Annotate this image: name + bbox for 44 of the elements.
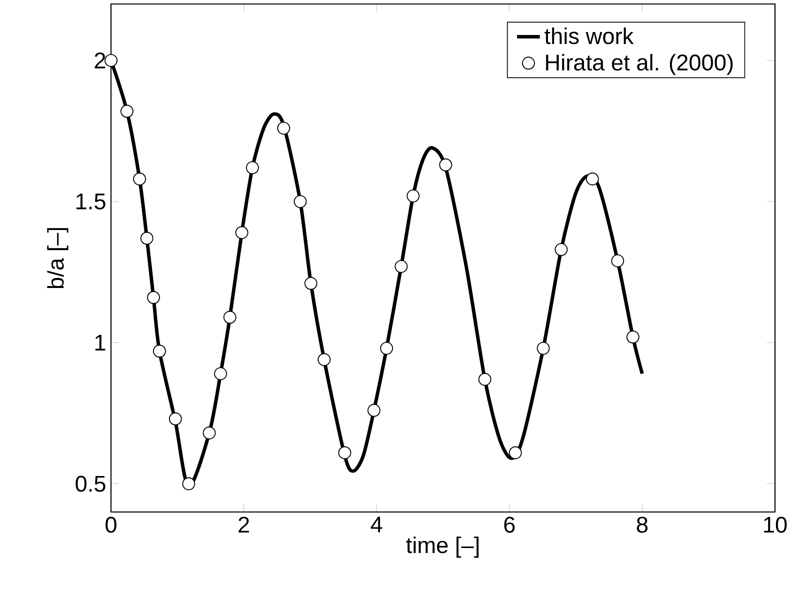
point bbox=[439, 158, 452, 172]
x-tick-label: 0 bbox=[106, 516, 116, 533]
x-tick-label: 4 bbox=[370, 516, 382, 532]
point bbox=[478, 372, 492, 386]
point bbox=[214, 367, 228, 380]
point bbox=[168, 412, 182, 426]
y-tick-label: 1.5 bbox=[76, 194, 106, 210]
point bbox=[554, 243, 568, 256]
point bbox=[147, 291, 160, 304]
point bbox=[153, 344, 166, 358]
point bbox=[367, 404, 380, 417]
x-tick-label: 6 bbox=[504, 516, 515, 533]
point bbox=[246, 161, 259, 174]
point bbox=[394, 260, 408, 273]
point bbox=[223, 310, 236, 324]
point bbox=[277, 122, 290, 135]
point bbox=[338, 446, 352, 460]
y-tick-label: 1 bbox=[95, 334, 106, 350]
point bbox=[626, 330, 640, 344]
point bbox=[235, 226, 248, 240]
point bbox=[133, 172, 146, 186]
point bbox=[508, 446, 522, 460]
point bbox=[304, 276, 318, 290]
point bbox=[120, 104, 134, 118]
x-tick-label: 10 bbox=[764, 516, 787, 533]
y-tick-label: 0.5 bbox=[76, 476, 106, 492]
x-tick-label: 2 bbox=[238, 516, 249, 533]
point bbox=[380, 342, 394, 355]
legend-label: Hirata et al. (2000) bbox=[546, 54, 733, 76]
x-tick-label: 8 bbox=[636, 516, 648, 533]
legend-label: this work bbox=[544, 28, 634, 44]
point bbox=[536, 342, 550, 355]
point bbox=[586, 172, 599, 186]
x-axis-title: time [–] bbox=[406, 536, 479, 558]
point bbox=[611, 254, 624, 268]
point bbox=[318, 353, 331, 366]
point bbox=[406, 189, 420, 202]
point bbox=[202, 426, 216, 440]
point bbox=[182, 477, 196, 490]
point bbox=[140, 232, 154, 245]
y-axis-title: b/a [–] bbox=[47, 228, 68, 288]
point bbox=[294, 195, 307, 208]
point bbox=[104, 54, 118, 67]
y-tick-label: 2 bbox=[94, 52, 106, 68]
